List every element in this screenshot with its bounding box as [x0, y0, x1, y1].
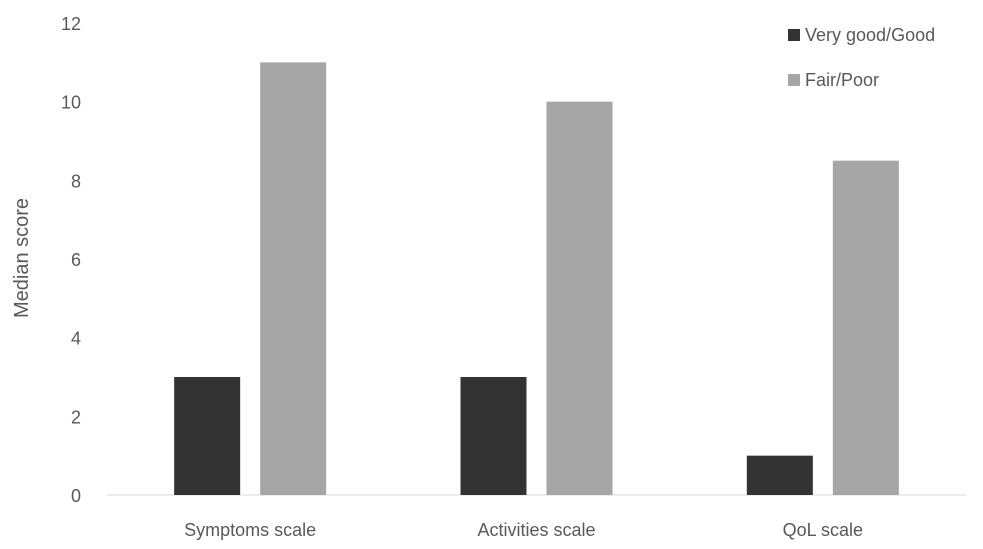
y-tick-label: 12	[61, 14, 81, 34]
bars	[174, 62, 899, 496]
bar-fair-poor-0	[260, 62, 327, 495]
bar-very-good-good-0	[174, 377, 241, 495]
x-tick-label: QoL scale	[783, 520, 863, 540]
legend-label: Very good/Good	[805, 25, 935, 45]
bar-fair-poor-1	[546, 101, 613, 496]
bar-fair-poor-2	[832, 160, 899, 495]
legend-swatch	[788, 74, 800, 86]
x-tick-label: Symptoms scale	[184, 520, 316, 540]
legend: Very good/Good Fair/Poor	[788, 25, 935, 90]
y-tick-label: 10	[61, 93, 81, 113]
y-axis-label: Median score	[11, 198, 33, 318]
bar-very-good-good-1	[460, 377, 527, 495]
bar-very-good-good-2	[746, 455, 813, 495]
legend-label: Fair/Poor	[805, 70, 879, 90]
y-tick-label: 2	[71, 407, 81, 427]
y-tick-label: 8	[71, 171, 81, 191]
y-axis: 0 2 4 6 8 10 12	[61, 14, 81, 506]
x-tick-label: Activities scale	[477, 520, 595, 540]
legend-swatch	[788, 29, 800, 41]
y-tick-label: 0	[71, 486, 81, 506]
y-tick-label: 6	[71, 250, 81, 270]
x-axis: Symptoms scale Activities scale QoL scale	[107, 494, 966, 540]
y-tick-label: 4	[71, 329, 81, 349]
